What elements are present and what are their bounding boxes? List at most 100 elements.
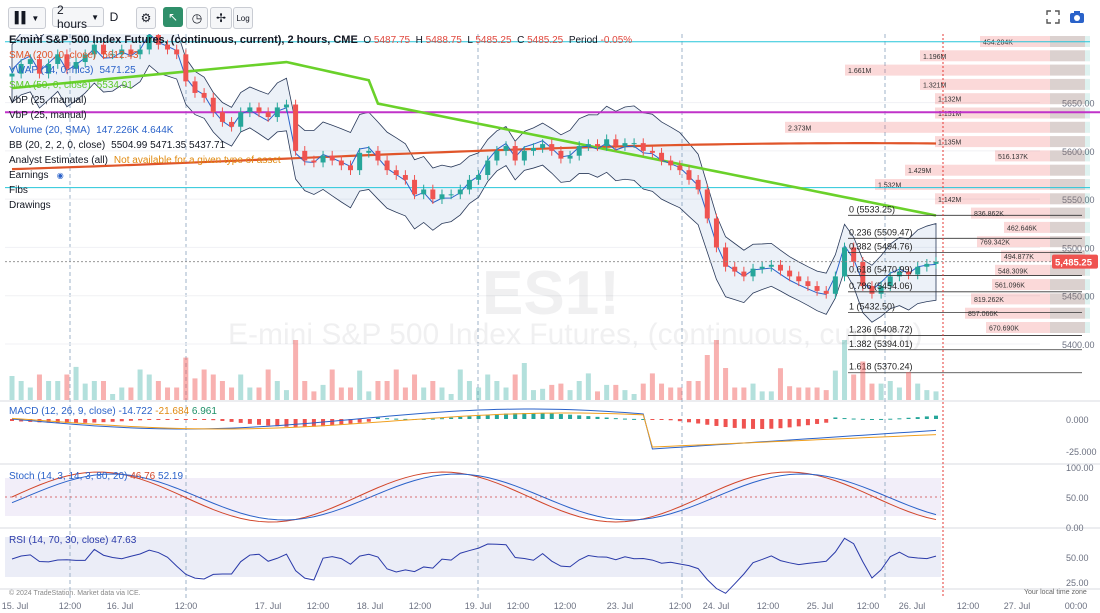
volume-bar — [860, 361, 866, 400]
log-scale-button[interactable]: Log — [233, 7, 253, 29]
time-tick-label: 12:00 — [957, 601, 980, 611]
indicator-row[interactable]: SMA (200, 0, close) 5612.43 — [9, 48, 632, 63]
legend-period-label: Period — [568, 35, 598, 46]
plot-background — [0, 34, 1100, 613]
macd-histogram-bar — [531, 413, 536, 419]
fib-label: 1 (5432.50) — [849, 302, 895, 312]
period-button[interactable]: D — [109, 10, 119, 24]
volume-bar — [9, 376, 15, 400]
volume-bar — [412, 374, 418, 400]
indicator-row[interactable]: Analyst Estimates (all) Not available for… — [9, 153, 632, 168]
volume-bar — [393, 369, 399, 400]
volume-profile-label: 670.690K — [989, 326, 1019, 333]
crosshair-cursor-icon[interactable]: ↖ — [163, 7, 183, 27]
indicator-label: Earnings — [9, 170, 49, 181]
volume-bar — [329, 369, 335, 400]
macd-histogram-bar — [266, 419, 271, 426]
volume-bar — [219, 381, 225, 400]
volume-profile-bar-up — [1050, 78, 1090, 90]
fullscreen-icon[interactable] — [1046, 10, 1060, 26]
time-tick-label: 26. Jul — [899, 601, 926, 611]
candle-body — [82, 54, 88, 63]
macd-histogram-bar — [339, 419, 344, 425]
volume-profile-bar — [1001, 250, 1085, 262]
time-tick-label: 16. Jul — [107, 601, 134, 611]
time-tick-label: 18. Jul — [357, 601, 384, 611]
indicator-row[interactable]: VWAP (14, 0, hlc3) 5471.25 — [9, 63, 632, 78]
interval-select[interactable]: 2 hours ▼ — [52, 3, 104, 31]
macd-histogram-bar — [458, 416, 463, 419]
volume-profile-bar-up — [1050, 193, 1090, 205]
candle-body — [640, 143, 646, 151]
macd-histogram-bar — [128, 419, 133, 421]
volume-bar — [549, 384, 555, 400]
volume-bar — [604, 384, 610, 400]
macd-histogram-bar — [741, 419, 746, 429]
chart-type-button[interactable]: ▌▌ ▼ — [8, 7, 46, 29]
volume-bar — [283, 390, 289, 400]
price-tick-label: 5400.00 — [1062, 340, 1095, 350]
volume-bar — [823, 390, 829, 400]
volume-bar — [915, 383, 921, 400]
macd-histogram-bar — [183, 419, 188, 420]
macd-histogram-bar — [714, 419, 719, 426]
volume-profile-bar — [971, 293, 1085, 305]
clock-icon[interactable]: ◷ — [186, 7, 208, 29]
price-tick-label: 5550.00 — [1062, 195, 1095, 205]
candle-body — [530, 147, 536, 151]
camera-icon[interactable] — [1069, 10, 1085, 26]
indicator-row[interactable]: Earnings ◉ — [9, 168, 632, 183]
indicator-row[interactable]: Volume (20, SMA) 147.226K 4.644K — [9, 123, 632, 138]
candle-body — [915, 266, 921, 275]
volume-bar — [649, 373, 655, 400]
candle-body — [329, 155, 335, 161]
fib-label: 0.618 (5470.99) — [849, 264, 913, 274]
time-tick-label: 27. Jul — [1004, 601, 1031, 611]
candles-icon: ▌▌ — [14, 12, 30, 24]
timezone-label[interactable]: Your local time zone — [1024, 589, 1087, 596]
macd-histogram-bar — [897, 418, 902, 420]
candle-body — [128, 49, 134, 55]
candle-body — [677, 165, 683, 171]
volume-bar — [759, 391, 765, 400]
macd-histogram-bar — [906, 417, 911, 419]
volume-bar — [924, 390, 930, 400]
indicator-row[interactable]: SMA (50, 0, close) 5534.91 — [9, 78, 632, 93]
candle-body — [595, 144, 601, 147]
indicator-row[interactable]: BB (20, 2, 2, 0, close) 5504.99 5471.35 5… — [9, 138, 632, 153]
macd-histogram-bar — [321, 419, 326, 427]
fib-label: 0.236 (5509.47) — [849, 227, 913, 237]
volume-profile-bar — [875, 179, 1085, 190]
macd-histogram-bar — [257, 419, 262, 425]
volume-bar — [832, 370, 838, 400]
drawing-tools-icon[interactable]: ✢ — [210, 7, 232, 29]
indicator-label: Volume (20, SMA) — [9, 125, 91, 136]
settings-gear-icon[interactable]: ⚙ — [136, 7, 156, 29]
indicator-row[interactable]: Drawings — [9, 198, 632, 213]
volume-profile-bar — [785, 121, 1085, 133]
volume-profile-bar-up — [1050, 93, 1090, 105]
indicator-row[interactable]: Fibs — [9, 183, 632, 198]
candle-body — [91, 44, 97, 55]
volume-profile-bar-up — [1050, 264, 1090, 276]
price-tick-label: 5650.00 — [1062, 99, 1095, 109]
volume-bar — [402, 387, 408, 400]
candle-body — [512, 146, 518, 161]
macd-histogram-bar — [540, 413, 545, 419]
candle-body — [421, 189, 427, 195]
candle-body — [924, 263, 930, 267]
macd-signal-line — [11, 412, 937, 448]
indicator-row[interactable]: VbP (25, manual) — [9, 93, 632, 108]
indicator-row[interactable]: VbP (25, manual) — [9, 108, 632, 123]
rsi-legend: RSI (14, 70, 30, close) 47.63 — [9, 535, 136, 546]
eye-icon[interactable]: ◉ — [54, 171, 64, 180]
legend-o-value: 5487.75 — [373, 35, 411, 46]
footer-credit: © 2024 TradeStation. Market data via ICE… — [9, 590, 141, 597]
volume-bar — [723, 368, 729, 400]
indicator-value: 5612.43 — [102, 50, 139, 61]
volume-bar — [741, 387, 747, 400]
volume-bar — [466, 381, 472, 400]
volume-bar — [155, 381, 161, 400]
volume-profile-bar-up — [1050, 179, 1090, 190]
